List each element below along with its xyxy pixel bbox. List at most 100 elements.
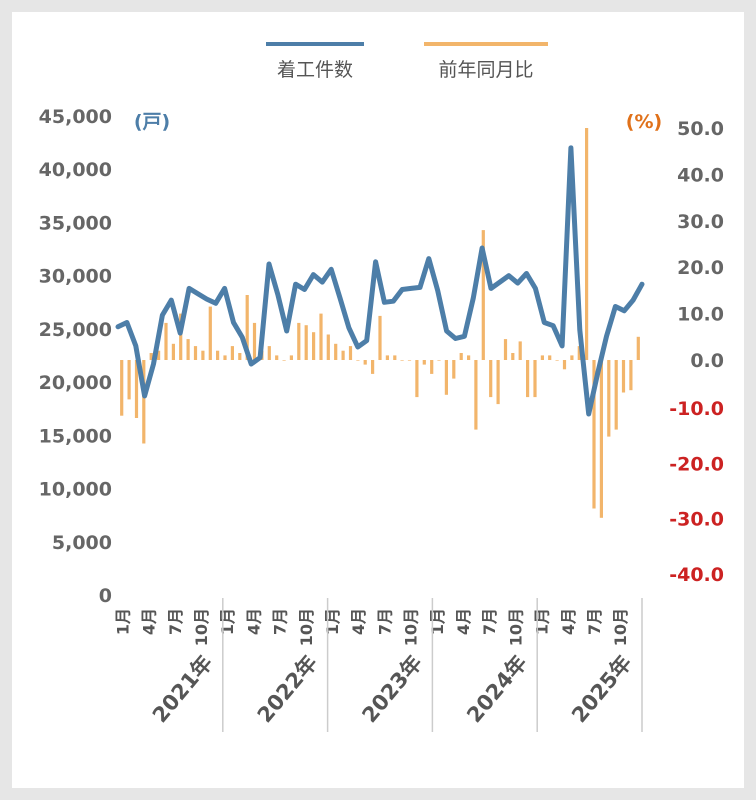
left-tick-label: 35,000 [39, 212, 112, 234]
yoy-bar [171, 343, 175, 360]
yoy-bar [341, 350, 345, 360]
x-year-label: 2025年 [567, 651, 636, 727]
left-tick-label: 10,000 [39, 479, 112, 501]
yoy-bar [134, 360, 139, 418]
x-month-label: 10月 [611, 608, 630, 646]
yoy-bar [444, 360, 448, 395]
left-tick-label: 40,000 [39, 159, 112, 181]
yoy-bar [511, 353, 515, 360]
yoy-bar [304, 325, 308, 360]
yoy-bar [385, 355, 389, 360]
yoy-bar [297, 322, 301, 360]
x-month-label: 10月 [506, 608, 525, 646]
yoy-bar [252, 322, 257, 360]
left-tick-label: 45,000 [39, 106, 112, 128]
yoy-bars [120, 128, 640, 518]
combo-chart: 着工件数 前年同月比 (戸) (%) 0 5,000 10,000 15,000 20,… [39, 42, 724, 732]
x-month-label: 4月 [559, 608, 578, 635]
x-month-label: 7月 [166, 608, 185, 635]
left-tick-label: 30,000 [39, 266, 112, 288]
yoy-bar [459, 353, 463, 360]
x-month-label: 7月 [480, 608, 499, 635]
x-month-label: 10月 [192, 608, 211, 646]
yoy-bar [230, 346, 234, 360]
right-tick-label-negative: -20.0 [669, 453, 724, 475]
legend: 着工件数 前年同月比 [266, 42, 548, 81]
yoy-bar [599, 360, 603, 518]
x-month-label: 4月 [244, 608, 263, 635]
yoy-bar [312, 332, 316, 360]
left-tick-label: 25,000 [39, 319, 112, 341]
yoy-bar [614, 360, 618, 430]
yoy-bar [629, 360, 633, 391]
x-month-label: 10月 [402, 608, 421, 646]
yoy-bar [245, 295, 249, 360]
x-month-label: 1月 [218, 608, 237, 635]
yoy-bar [393, 355, 397, 360]
x-month-label: 1月 [533, 608, 552, 635]
starts-line [115, 145, 645, 417]
yoy-bar [356, 360, 360, 361]
left-tick-label: 20,000 [39, 372, 112, 394]
left-tick-label: 0 [99, 585, 112, 607]
x-year-label: 2024年 [462, 651, 531, 727]
yoy-bar [430, 360, 434, 374]
yoy-bar [289, 355, 293, 360]
yoy-bar [474, 360, 478, 430]
yoy-bar [120, 360, 124, 416]
yoy-bar [348, 346, 353, 360]
yoy-bar [481, 230, 485, 360]
yoy-bar [334, 343, 338, 360]
yoy-bar [193, 346, 198, 360]
left-tick-label: 15,000 [39, 425, 112, 447]
yoy-bar [371, 360, 375, 374]
right-tick-label: 10.0 [677, 304, 724, 326]
x-month-label: 7月 [585, 608, 604, 635]
x-month-label: 4月 [140, 608, 159, 635]
chart-frame: 着工件数 前年同月比 (戸) (%) 0 5,000 10,000 15,000 20,… [12, 12, 744, 788]
yoy-bar [407, 360, 412, 361]
yoy-bar [592, 360, 596, 509]
right-tick-label-negative: -30.0 [669, 509, 724, 531]
yoy-bar [164, 322, 168, 360]
right-axis-unit: (%) [626, 111, 662, 133]
right-tick-label: 20.0 [677, 257, 724, 279]
x-month-label: 7月 [271, 608, 290, 635]
yoy-bar [621, 360, 626, 393]
yoy-bar [282, 360, 286, 361]
yoy-bar [577, 346, 581, 360]
left-axis: 0 5,000 10,000 15,000 20,000 25,000 30,000 35,0… [39, 106, 112, 607]
x-year-label: 2022年 [253, 651, 322, 727]
yoy-bar [570, 355, 574, 360]
x-month-label: 1月 [323, 608, 342, 635]
yoy-bar [179, 313, 183, 360]
yoy-bar [437, 360, 441, 361]
x-month-label: 10月 [297, 608, 316, 646]
yoy-bar [275, 355, 279, 360]
x-month-label: 7月 [375, 608, 394, 635]
yoy-bar [555, 360, 559, 361]
x-year-label: 2021年 [148, 651, 217, 727]
right-tick-label: 50.0 [677, 118, 724, 140]
right-tick-label: 30.0 [677, 211, 724, 233]
yoy-bar [149, 353, 153, 360]
yoy-bar [127, 360, 131, 400]
yoy-bar [223, 355, 227, 360]
yoy-bar [326, 334, 330, 360]
right-tick-label-negative: -10.0 [669, 398, 724, 420]
yoy-bar [503, 339, 508, 360]
starts-line-layer [115, 145, 645, 417]
yoy-bar [422, 360, 426, 365]
yoy-bar [636, 336, 640, 360]
left-tick-label: 5,000 [52, 532, 112, 554]
x-month-label: 1月 [428, 608, 447, 635]
yoy-bar [186, 339, 190, 360]
yoy-bar [415, 360, 419, 398]
yoy-bar [157, 350, 161, 360]
right-axis: 50.0 40.0 30.0 20.0 10.0 0.0 -10.0 -20.0 -30.0 -4… [669, 118, 724, 586]
legend-label-yoy: 前年同月比 [438, 59, 533, 81]
yoy-bar [452, 360, 456, 379]
yoy-bar [400, 360, 404, 361]
yoy-bar [319, 313, 323, 360]
